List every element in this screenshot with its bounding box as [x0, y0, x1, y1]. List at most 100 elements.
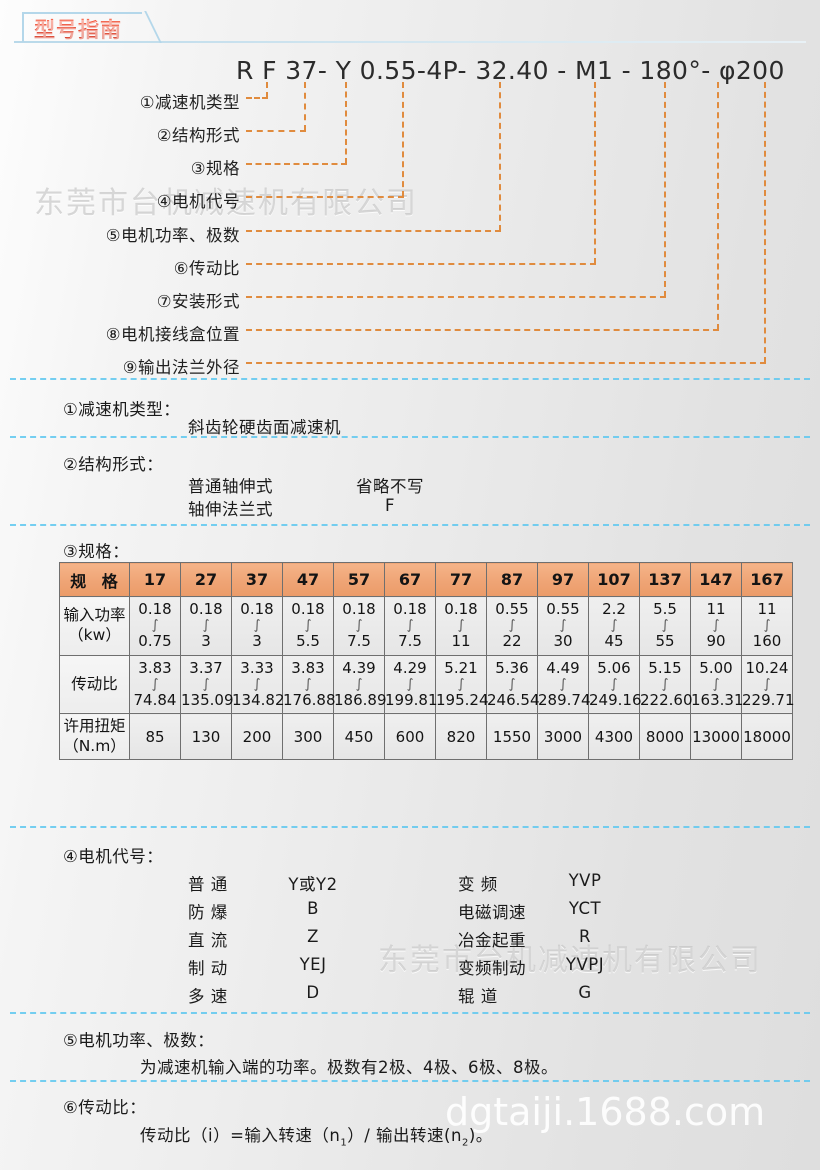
- spec-row-ratio: 传动比 3.83 ∫ 74.84 3.37 ∫ 135.09 3.33 ∫ 134.82 3…: [59, 654, 795, 714]
- cell-ratio-87: 5.36 ∫ 246.54: [486, 654, 540, 714]
- legend-label-9: ⑨输出法兰外径: [122, 358, 240, 377]
- cell-ratio-37-max: 134.82: [232, 690, 285, 709]
- motor-left-2-code: B: [307, 899, 319, 918]
- divider-2: [10, 436, 810, 438]
- cell-ratio-27-min: 3.37: [189, 658, 223, 677]
- cell-ratio-87-max: 246.54: [487, 690, 540, 709]
- leader-v-9: [764, 82, 766, 363]
- cell-ratio-167-min: 10.24: [745, 658, 789, 677]
- section-6-formula: 传动比（i）=输入转速（n1）/ 输出转速(n2)。: [140, 1122, 493, 1148]
- cell-power-37: 0.18 ∫ 3: [231, 596, 283, 656]
- cell-power-107-max: 45: [604, 632, 624, 651]
- cell-power-57-max: 7.5: [347, 632, 371, 651]
- cell-ratio-37: 3.33 ∫ 134.82: [231, 654, 285, 714]
- motor-left-5-code: D: [306, 983, 320, 1002]
- row-label-input-power-line2: （kw）: [68, 625, 121, 644]
- cell-power-47-min: 0.18: [291, 600, 325, 618]
- header-band: 型号指南: [0, 0, 820, 46]
- cell-torque-67: 600: [384, 713, 436, 760]
- motor-right-1-name: 变 频: [458, 875, 498, 894]
- formula-mid: ）/ 输出转速(n: [347, 1126, 462, 1145]
- leader-v-5: [499, 82, 501, 231]
- section-5-title: ⑤电机功率、极数：: [63, 1031, 215, 1050]
- motor-right-5-name: 辊 道: [458, 987, 498, 1006]
- legend-label-7: ⑦安装形式: [156, 292, 240, 311]
- cell-power-97-max: 30: [553, 632, 573, 651]
- range-tilde: ∫: [661, 676, 669, 692]
- range-tilde: ∫: [712, 676, 720, 692]
- cell-ratio-97-max: 289.74: [538, 690, 591, 709]
- section-1-title: ①减速机类型：: [63, 400, 181, 419]
- range-tilde: ∫: [355, 618, 363, 634]
- spec-header-label: 规 格: [59, 562, 130, 597]
- model-breakdown-diagram: ①减速机类型 ②结构形式 ③规格 ④电机代号 ⑤电机功率、极数 ⑥传动比 ⑦安装…: [0, 0, 820, 380]
- cell-power-87-max: 22: [502, 632, 522, 651]
- leader-v-7: [664, 82, 666, 297]
- cell-ratio-147-max: 163.31: [691, 690, 744, 709]
- leader-h-8: [246, 329, 719, 331]
- cell-torque-17: 85: [129, 713, 181, 760]
- section-5-text: 为减速机输入端的功率。极数有2极、4极、6极、8极。: [140, 1058, 558, 1077]
- structure-row-1-code: 省略不写: [356, 477, 424, 496]
- section-6-title: ⑥传动比：: [63, 1098, 147, 1117]
- range-tilde: ∫: [253, 618, 261, 634]
- cell-ratio-87-min: 5.36: [495, 658, 529, 677]
- divider-6: [10, 1080, 810, 1082]
- cell-ratio-47: 3.83 ∫ 176.88: [282, 654, 336, 714]
- leader-v-2: [304, 82, 306, 131]
- cell-torque-97: 3000: [537, 713, 589, 760]
- cell-ratio-77-max: 195.24: [436, 690, 489, 709]
- range-tilde: ∫: [610, 618, 618, 634]
- range-tilde: ∫: [202, 676, 210, 692]
- structure-row-2-code: F: [385, 496, 395, 515]
- cell-power-97-min: 0.55: [546, 600, 580, 618]
- cell-ratio-57: 4.39 ∫ 186.89: [333, 654, 387, 714]
- cell-power-87-min: 0.55: [495, 600, 529, 618]
- divider-4: [10, 826, 810, 828]
- header-rule: [14, 41, 806, 43]
- cell-ratio-137-min: 5.15: [648, 658, 682, 677]
- cell-power-147-max: 90: [706, 632, 726, 651]
- legend-label-6: ⑥传动比: [173, 259, 240, 278]
- cell-torque-47: 300: [282, 713, 334, 760]
- motor-right-2-name: 电磁调速: [458, 903, 526, 922]
- range-tilde: ∫: [151, 676, 159, 692]
- spec-header-47: 47: [282, 562, 334, 597]
- row-label-ratio: 传动比: [59, 654, 130, 714]
- range-tilde: ∫: [712, 618, 720, 634]
- range-tilde: ∫: [253, 676, 261, 692]
- motor-right-5-code: G: [578, 983, 592, 1002]
- leader-v-8: [717, 82, 719, 330]
- range-tilde: ∫: [202, 618, 210, 634]
- cell-power-97: 0.55 ∫ 30: [537, 596, 589, 656]
- range-tilde: ∫: [457, 676, 465, 692]
- cell-power-87: 0.55 ∫ 22: [486, 596, 538, 656]
- divider-3: [10, 524, 810, 526]
- cell-power-167: 11 ∫ 160: [741, 596, 793, 656]
- leader-h-3: [246, 163, 347, 165]
- range-tilde: ∫: [355, 676, 363, 692]
- cell-ratio-137-max: 222.60: [640, 690, 693, 709]
- header-tab-shape: [22, 12, 142, 42]
- range-tilde: ∫: [559, 676, 567, 692]
- legend-label-3: ③规格: [190, 159, 240, 178]
- row-label-torque-line1: 许用扭矩: [63, 717, 126, 736]
- cell-power-17-min: 0.18: [138, 600, 172, 618]
- leader-v-1: [266, 82, 268, 98]
- section-4-title: ④电机代号：: [63, 847, 164, 866]
- leader-h-1: [246, 97, 268, 99]
- cell-power-107-min: 2.2: [602, 600, 626, 618]
- range-tilde: ∫: [661, 618, 669, 634]
- cell-ratio-47-max: 176.88: [283, 690, 336, 709]
- motor-right-2-code: YCT: [568, 899, 602, 918]
- row-label-torque: 许用扭矩 （N.m）: [59, 713, 130, 760]
- spec-header-167: 167: [741, 562, 793, 597]
- spec-header-77: 77: [435, 562, 487, 597]
- cell-torque-147: 13000: [690, 713, 742, 760]
- cell-ratio-167-max: 229.71: [742, 690, 795, 709]
- divider-5: [10, 1012, 810, 1014]
- spec-table: 规 格 17 27 37 47 57 67 77 87 97 107 137 1…: [59, 562, 795, 760]
- spec-header-27: 27: [180, 562, 232, 597]
- cell-torque-107: 4300: [588, 713, 640, 760]
- cell-ratio-77-min: 5.21: [444, 658, 478, 677]
